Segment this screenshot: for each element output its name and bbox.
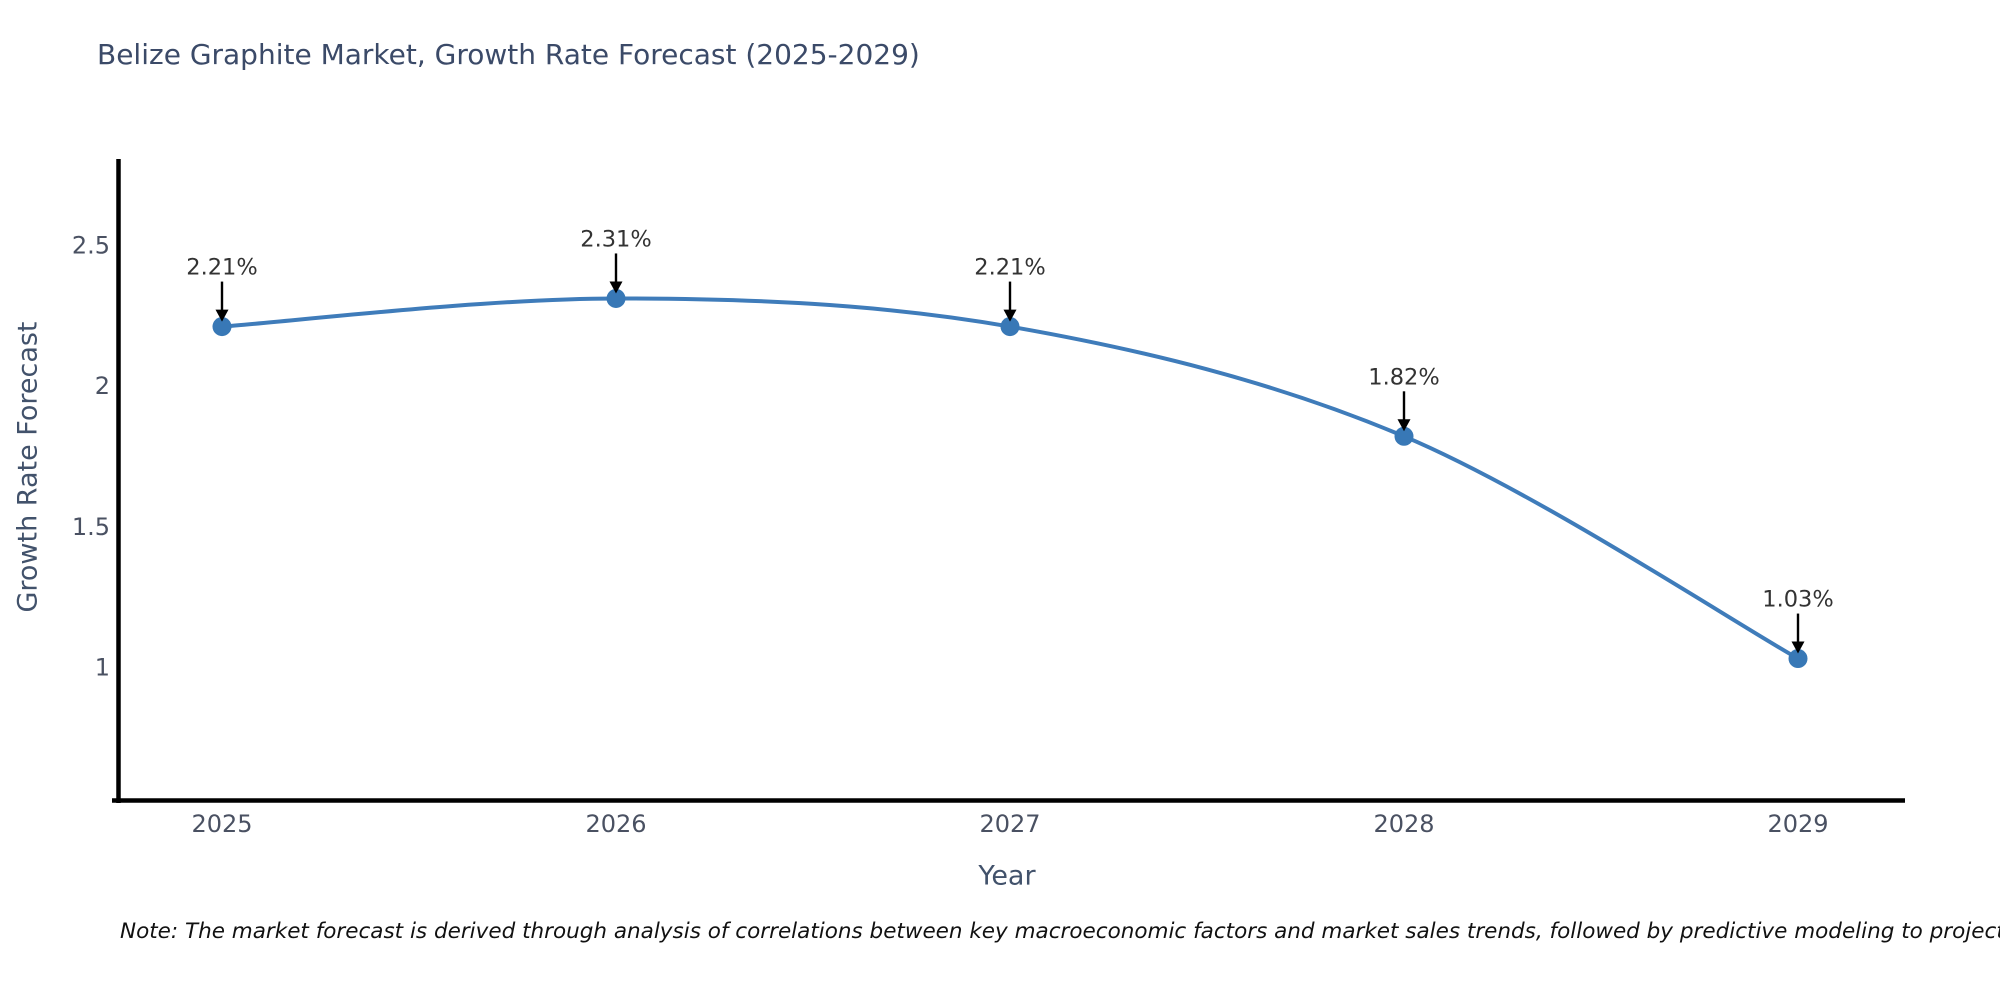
trend-line: [221, 296, 1799, 661]
data-point-label: 2.21%: [186, 255, 257, 281]
data-point: [606, 288, 626, 308]
chart-title: Belize Graphite Market, Growth Rate Fore…: [97, 38, 920, 71]
x-tick-label: 2029: [1767, 810, 1828, 838]
x-axis-title: Year: [978, 860, 1036, 892]
note-text: Note: The market forecast is derived thr…: [120, 919, 2000, 944]
annotation-arrowhead: [215, 309, 229, 322]
x-tick-label: 2027: [979, 810, 1040, 838]
data-point-label: 2.31%: [580, 226, 651, 252]
data-point-label: 2.21%: [974, 255, 1045, 281]
y-axis-title: Growth Rate Forecast: [12, 321, 44, 613]
x-tick-label: 2028: [1373, 810, 1434, 838]
annotation-arrowhead: [1397, 419, 1411, 432]
data-point-label: 1.03%: [1762, 587, 1833, 613]
y-tick-label: 2: [95, 372, 110, 400]
annotation-arrowhead: [1003, 309, 1017, 322]
data-point: [1000, 317, 1020, 337]
y-tick-label: 1.5: [72, 513, 110, 541]
y-tick-label: 1: [95, 654, 110, 682]
data-point: [1394, 426, 1414, 446]
annotation-arrowhead: [1791, 641, 1805, 654]
y-tick-label: 2.5: [72, 232, 110, 260]
data-point: [1788, 649, 1808, 669]
x-tick-label: 2025: [191, 810, 252, 838]
x-tick-label: 2026: [585, 810, 646, 838]
data-point: [212, 317, 232, 337]
data-point-label: 1.82%: [1368, 364, 1439, 390]
annotation-arrowhead: [609, 281, 623, 294]
